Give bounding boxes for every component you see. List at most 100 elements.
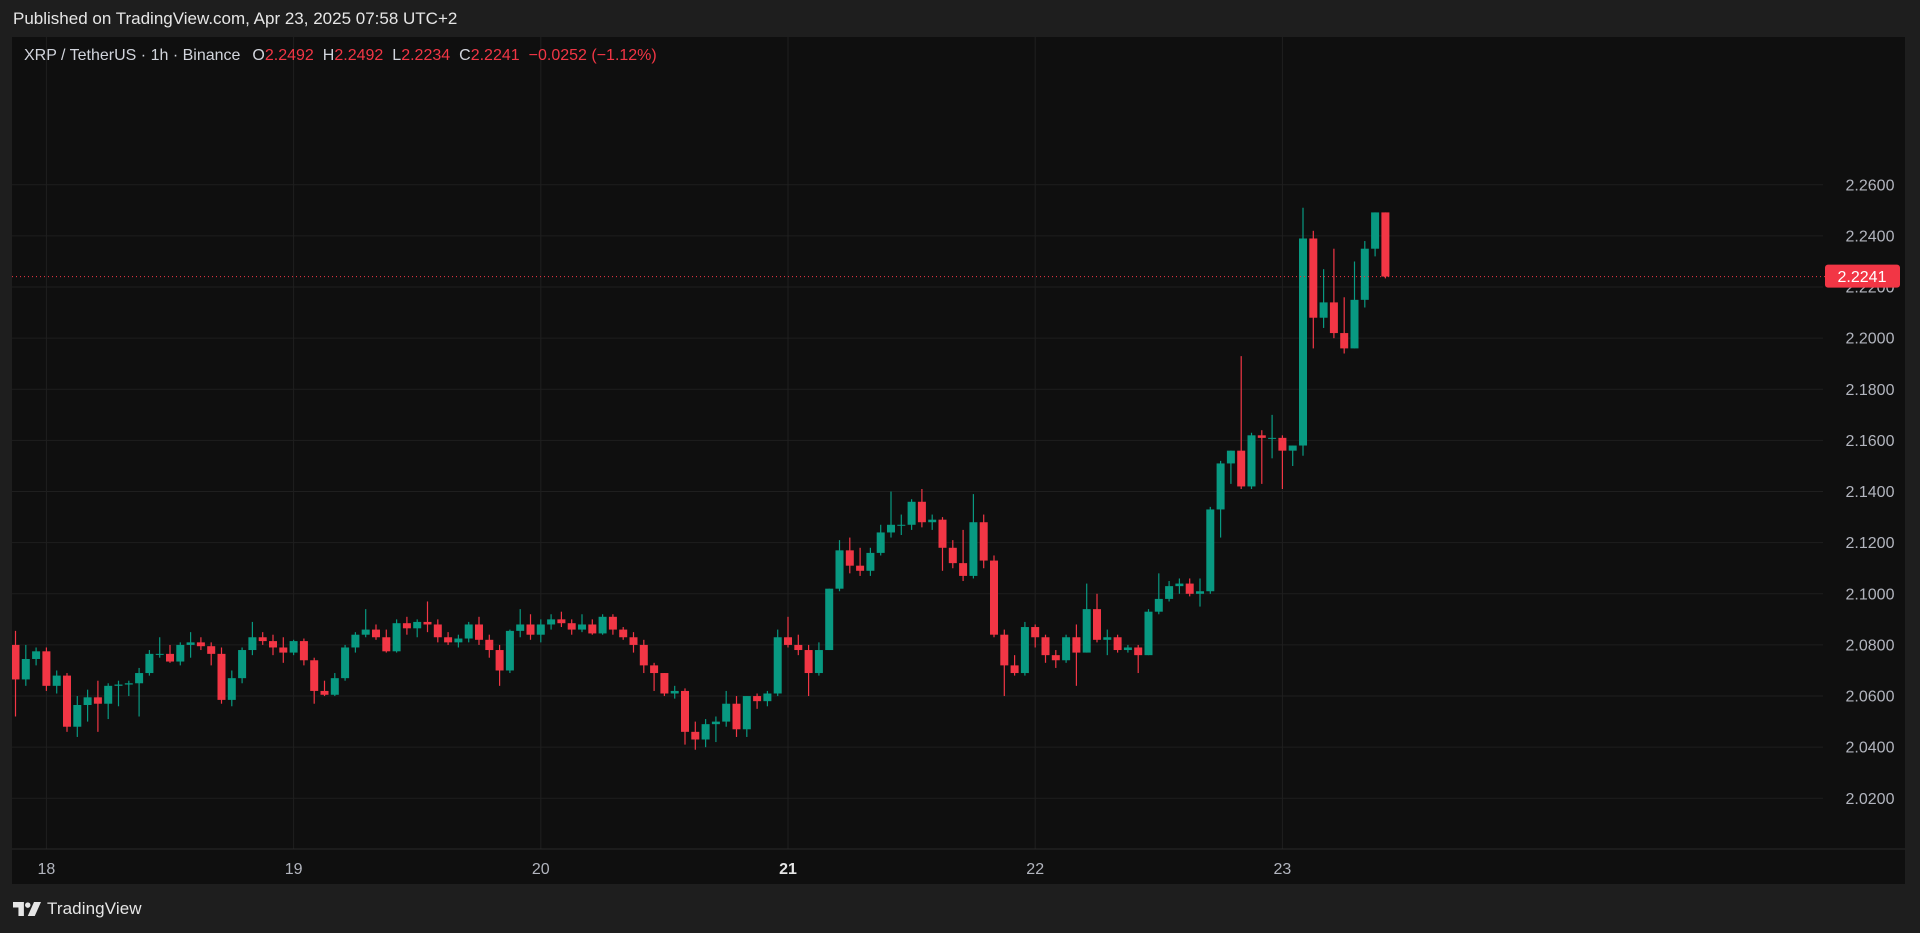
candle-body [887,524,895,533]
candle-body [475,624,483,640]
price-tick-label: 2.0200 [1846,791,1895,808]
last-price-label: 2.2241 [1838,269,1887,286]
time-tick-label: 20 [532,861,550,878]
candle-body [238,650,247,679]
candle-body [1134,647,1143,656]
price-tick-label: 2.2400 [1846,228,1895,245]
candle-body [269,641,277,648]
candle-body [1123,647,1132,651]
candle-body [917,501,926,523]
price-tick-label: 2.2000 [1846,331,1895,348]
time-tick-label: 22 [1026,861,1044,878]
candle-body [670,690,679,694]
candle-body [722,703,731,722]
candle-body [928,519,937,523]
candle-body [12,644,20,680]
candle-body [794,644,803,651]
candle-body [1381,212,1390,277]
high-value: 2.2492 [334,47,384,64]
candle-body [959,563,968,576]
candle-body [681,690,689,732]
open-label: O [252,47,265,64]
candlestick-chart[interactable]: 2.0200 2.0400 2.0600 2.0800 2.1000 2.1200 2.14… [12,37,1905,884]
candle-body [1000,634,1009,666]
low-value: 2.2234 [401,47,451,64]
candle-body [526,624,535,635]
candle-body [63,675,71,727]
candle-body [1144,611,1153,656]
candle-body [433,624,442,638]
change-value: −0.0252 (−1.12%) [528,47,657,64]
candle-body [485,639,494,651]
close-label: C [459,47,471,64]
price-tick-label: 2.1400 [1846,484,1895,501]
candle-body [897,524,906,526]
candle-body [753,696,762,702]
candle-body [1371,212,1380,249]
candle-body [32,651,41,659]
candle-body [299,641,308,661]
candle-body [1268,437,1277,439]
candle-body [1319,302,1328,318]
tradingview-logo-icon[interactable] [13,902,41,916]
ohlc-legend: XRP / TetherUS · 1h · Binance O 2.2492 H… [24,47,657,65]
candle-body [742,696,751,730]
candle-body [856,565,865,571]
candle-body [1350,299,1359,349]
candle-body [784,637,792,645]
candle-body [1103,637,1112,640]
candle-body [21,658,30,680]
candle-body [227,678,236,700]
candle-body [711,721,720,725]
candle-body [1309,238,1318,318]
candle-body [454,638,463,643]
chart-panel[interactable]: 2.0200 2.0400 2.0600 2.0800 2.1000 2.1200 2.14… [12,37,1905,884]
price-tick-label: 2.1600 [1846,433,1895,450]
candle-body [176,644,185,662]
candle-body [464,624,473,639]
candle-body [93,697,102,704]
candle-body [639,644,648,666]
price-tick-label: 2.0800 [1846,637,1895,654]
candle-body [145,653,154,674]
candle-body [186,642,195,645]
candle-body [279,647,288,653]
candle-body [1299,238,1307,446]
candle-body [135,673,144,684]
candle-body [1360,248,1369,300]
price-tick-label: 2.0600 [1846,689,1895,706]
candle-body [1278,437,1287,451]
candle-body [1175,583,1184,587]
candle-body [845,550,854,566]
candle-body [1206,509,1215,592]
price-tick-label: 2.2600 [1846,177,1895,194]
symbol-label[interactable]: XRP / TetherUS · 1h · Binance [24,47,241,64]
candle-body [382,637,391,652]
price-tick-label: 2.1200 [1846,535,1895,552]
candle-body [320,690,329,695]
time-tick-label: 18 [38,861,56,878]
candle-body [763,693,772,702]
candle-body [619,629,628,638]
tradingview-brand[interactable]: TradingView [47,899,142,918]
candle-body [979,522,988,561]
candle-body [1113,637,1122,651]
candle-body [516,624,525,631]
candle-body [660,673,669,694]
candle-body [258,637,267,642]
candle-body [732,703,741,730]
candle-body [1288,445,1297,451]
candle-body [1010,665,1019,674]
candle-body [1093,609,1101,640]
candle-body [773,637,782,694]
candle-body [196,642,205,647]
candle-body [1185,583,1194,594]
candle-body [866,552,875,571]
candle-body [413,621,422,629]
candle-body [372,629,380,638]
candle-body [876,532,885,553]
low-label: L [392,47,402,64]
published-label: Published on TradingView.com, Apr 23, 20… [13,9,458,28]
candle-body [104,685,113,704]
candle-body [948,547,957,564]
